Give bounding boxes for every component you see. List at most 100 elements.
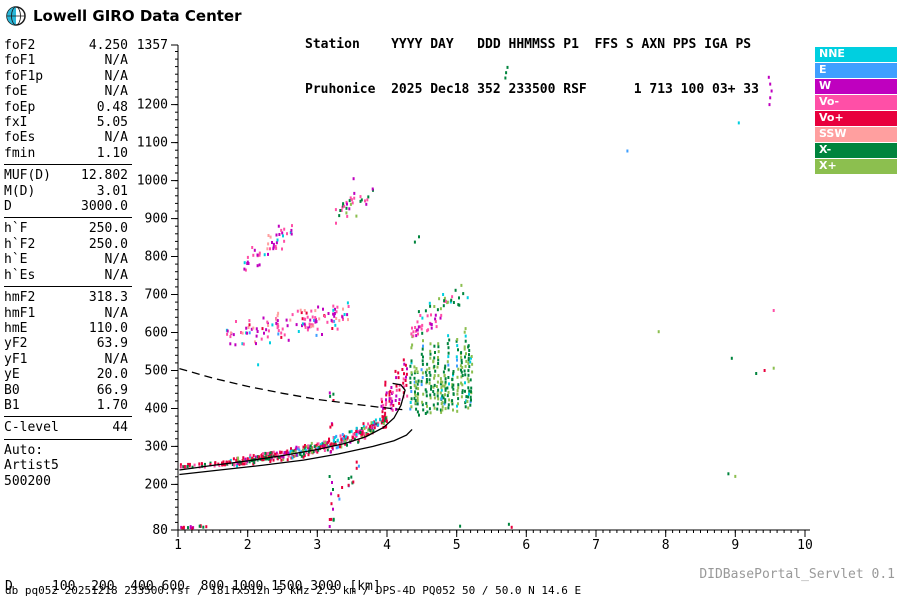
svg-text:9: 9 <box>731 538 739 553</box>
axis-tick-labels: 1357120011001000900800700600500400300200… <box>137 38 813 553</box>
panel-divider <box>4 286 132 288</box>
param-label: fxI <box>4 115 28 131</box>
param-value: 3.01 <box>96 183 128 199</box>
param-value: 12.802 <box>81 168 128 184</box>
svg-text:1000: 1000 <box>137 174 168 189</box>
param-label: foF1 <box>4 53 36 69</box>
param-label: MUF(D) <box>4 168 51 184</box>
param-label: C-level <box>4 420 59 436</box>
legend-item-w: W <box>815 79 897 94</box>
svg-text:6: 6 <box>522 538 530 553</box>
param-row-h`Es: h`Es N/A <box>4 268 132 283</box>
param-value: N/A <box>104 53 128 69</box>
param-row-h`E: h`E N/A <box>4 252 132 267</box>
param-row-B0: B0 66.9 <box>4 383 132 398</box>
echo-points <box>179 65 775 531</box>
panel-divider <box>4 217 132 219</box>
svg-text:500: 500 <box>145 364 168 379</box>
svg-text:1357: 1357 <box>137 38 168 53</box>
param-row-foF1: foF1 N/A <box>4 53 132 68</box>
param-label: foF1p <box>4 68 44 84</box>
param-label: yF1 <box>4 351 28 367</box>
svg-text:8: 8 <box>662 538 670 553</box>
svg-text:300: 300 <box>145 439 168 454</box>
param-value: 1.70 <box>96 397 128 413</box>
param-value: 110.0 <box>88 320 128 336</box>
param-label: foE <box>4 84 28 100</box>
param-label: h`F2 <box>4 236 36 252</box>
param-label: yE <box>4 367 20 383</box>
param-label: hmF1 <box>4 305 36 321</box>
param-value: N/A <box>104 68 128 84</box>
param-label: hmE <box>4 320 28 336</box>
legend-item-vo: Vo+ <box>815 111 897 126</box>
param-label: B1 <box>4 397 20 413</box>
legend-item-x: X- <box>815 143 897 158</box>
param-value: N/A <box>104 351 128 367</box>
svg-text:80: 80 <box>152 523 168 538</box>
muf-distance-table: D 100 200 400 600 800 1000 1500 3000 [km… <box>5 552 396 600</box>
param-row-yE: yE 20.0 <box>4 367 132 382</box>
param-row-yF1: yF1 N/A <box>4 352 132 367</box>
svg-text:400: 400 <box>145 402 168 417</box>
svg-text:900: 900 <box>145 212 168 227</box>
param-row-M(D): M(D) 3.01 <box>4 184 132 199</box>
param-row-h`F2: h`F2 250.0 <box>4 237 132 252</box>
param-row-B1: B1 1.70 <box>4 398 132 413</box>
param-row-hmE: hmE 110.0 <box>4 321 132 336</box>
param-row-foF1p: foF1p N/A <box>4 69 132 84</box>
giro-logo[interactable]: Lowell GIRO Data Center <box>5 5 242 27</box>
servlet-version-label: DIDBasePortal_Servlet 0.1 <box>699 567 895 582</box>
legend-item-nne: NNE <box>815 47 897 62</box>
station-header-columns: Station YYYY DAY DDD HHMMSS P1 FFS S AXN… <box>305 37 752 52</box>
param-label: foF2 <box>4 38 36 53</box>
param-value: 20.0 <box>96 367 128 383</box>
param-label: hmF2 <box>4 290 36 306</box>
giro-logo-icon <box>6 6 26 26</box>
param-value: 66.9 <box>96 382 128 398</box>
svg-text:600: 600 <box>145 326 168 341</box>
param-row-hmF1: hmF1 N/A <box>4 306 132 321</box>
param-value: 250.0 <box>88 221 128 237</box>
param-label: foEp <box>4 99 36 115</box>
panel-divider <box>4 416 132 418</box>
param-value: N/A <box>104 130 128 146</box>
param-value: 3000.0 <box>81 199 128 215</box>
svg-text:700: 700 <box>145 288 168 303</box>
param-row-foF2: foF2 4.250 <box>4 38 132 53</box>
param-value: 318.3 <box>88 290 128 306</box>
param-label: h`F <box>4 221 28 237</box>
chart-axes <box>171 44 810 537</box>
param-label: M(D) <box>4 183 36 199</box>
param-value: N/A <box>104 305 128 321</box>
param-value: 1.10 <box>96 145 128 161</box>
param-value: N/A <box>104 84 128 100</box>
svg-text:200: 200 <box>145 477 168 492</box>
param-label: h`Es <box>4 267 36 283</box>
param-row-foEp: foEp 0.48 <box>4 100 132 115</box>
svg-text:7: 7 <box>592 538 600 553</box>
muf-table-d-row: D 100 200 400 600 800 1000 1500 3000 [km… <box>5 579 381 594</box>
baseline-curve-solid <box>179 428 413 476</box>
svg-text:2: 2 <box>244 538 252 553</box>
param-value: 44 <box>112 420 128 436</box>
param-label: D <box>4 199 12 215</box>
legend-item-e: E <box>815 63 897 78</box>
legend-item-ssw: SSW <box>815 127 897 142</box>
param-value: 5.05 <box>96 115 128 131</box>
param-row-h`F: h`F 250.0 <box>4 221 132 236</box>
svg-text:3: 3 <box>313 538 321 553</box>
measurement-status-line: db pq052 20251218 233500.rsf / 181fx512h… <box>5 584 582 597</box>
legend-item-x: X+ <box>815 159 897 174</box>
param-row-foE: foE N/A <box>4 84 132 99</box>
station-header-values: Pruhonice 2025 Dec18 352 233500 RSF 1 71… <box>305 82 759 97</box>
autoscaling-label: Auto: <box>4 442 44 458</box>
param-row-fxI: fxI 5.05 <box>4 115 132 130</box>
svg-text:1200: 1200 <box>137 98 168 113</box>
param-row-MUF(D): MUF(D) 12.802 <box>4 168 132 183</box>
param-label: foEs <box>4 130 36 146</box>
param-label: yF2 <box>4 336 28 352</box>
giro-logo-text: Lowell GIRO Data Center <box>33 7 242 25</box>
